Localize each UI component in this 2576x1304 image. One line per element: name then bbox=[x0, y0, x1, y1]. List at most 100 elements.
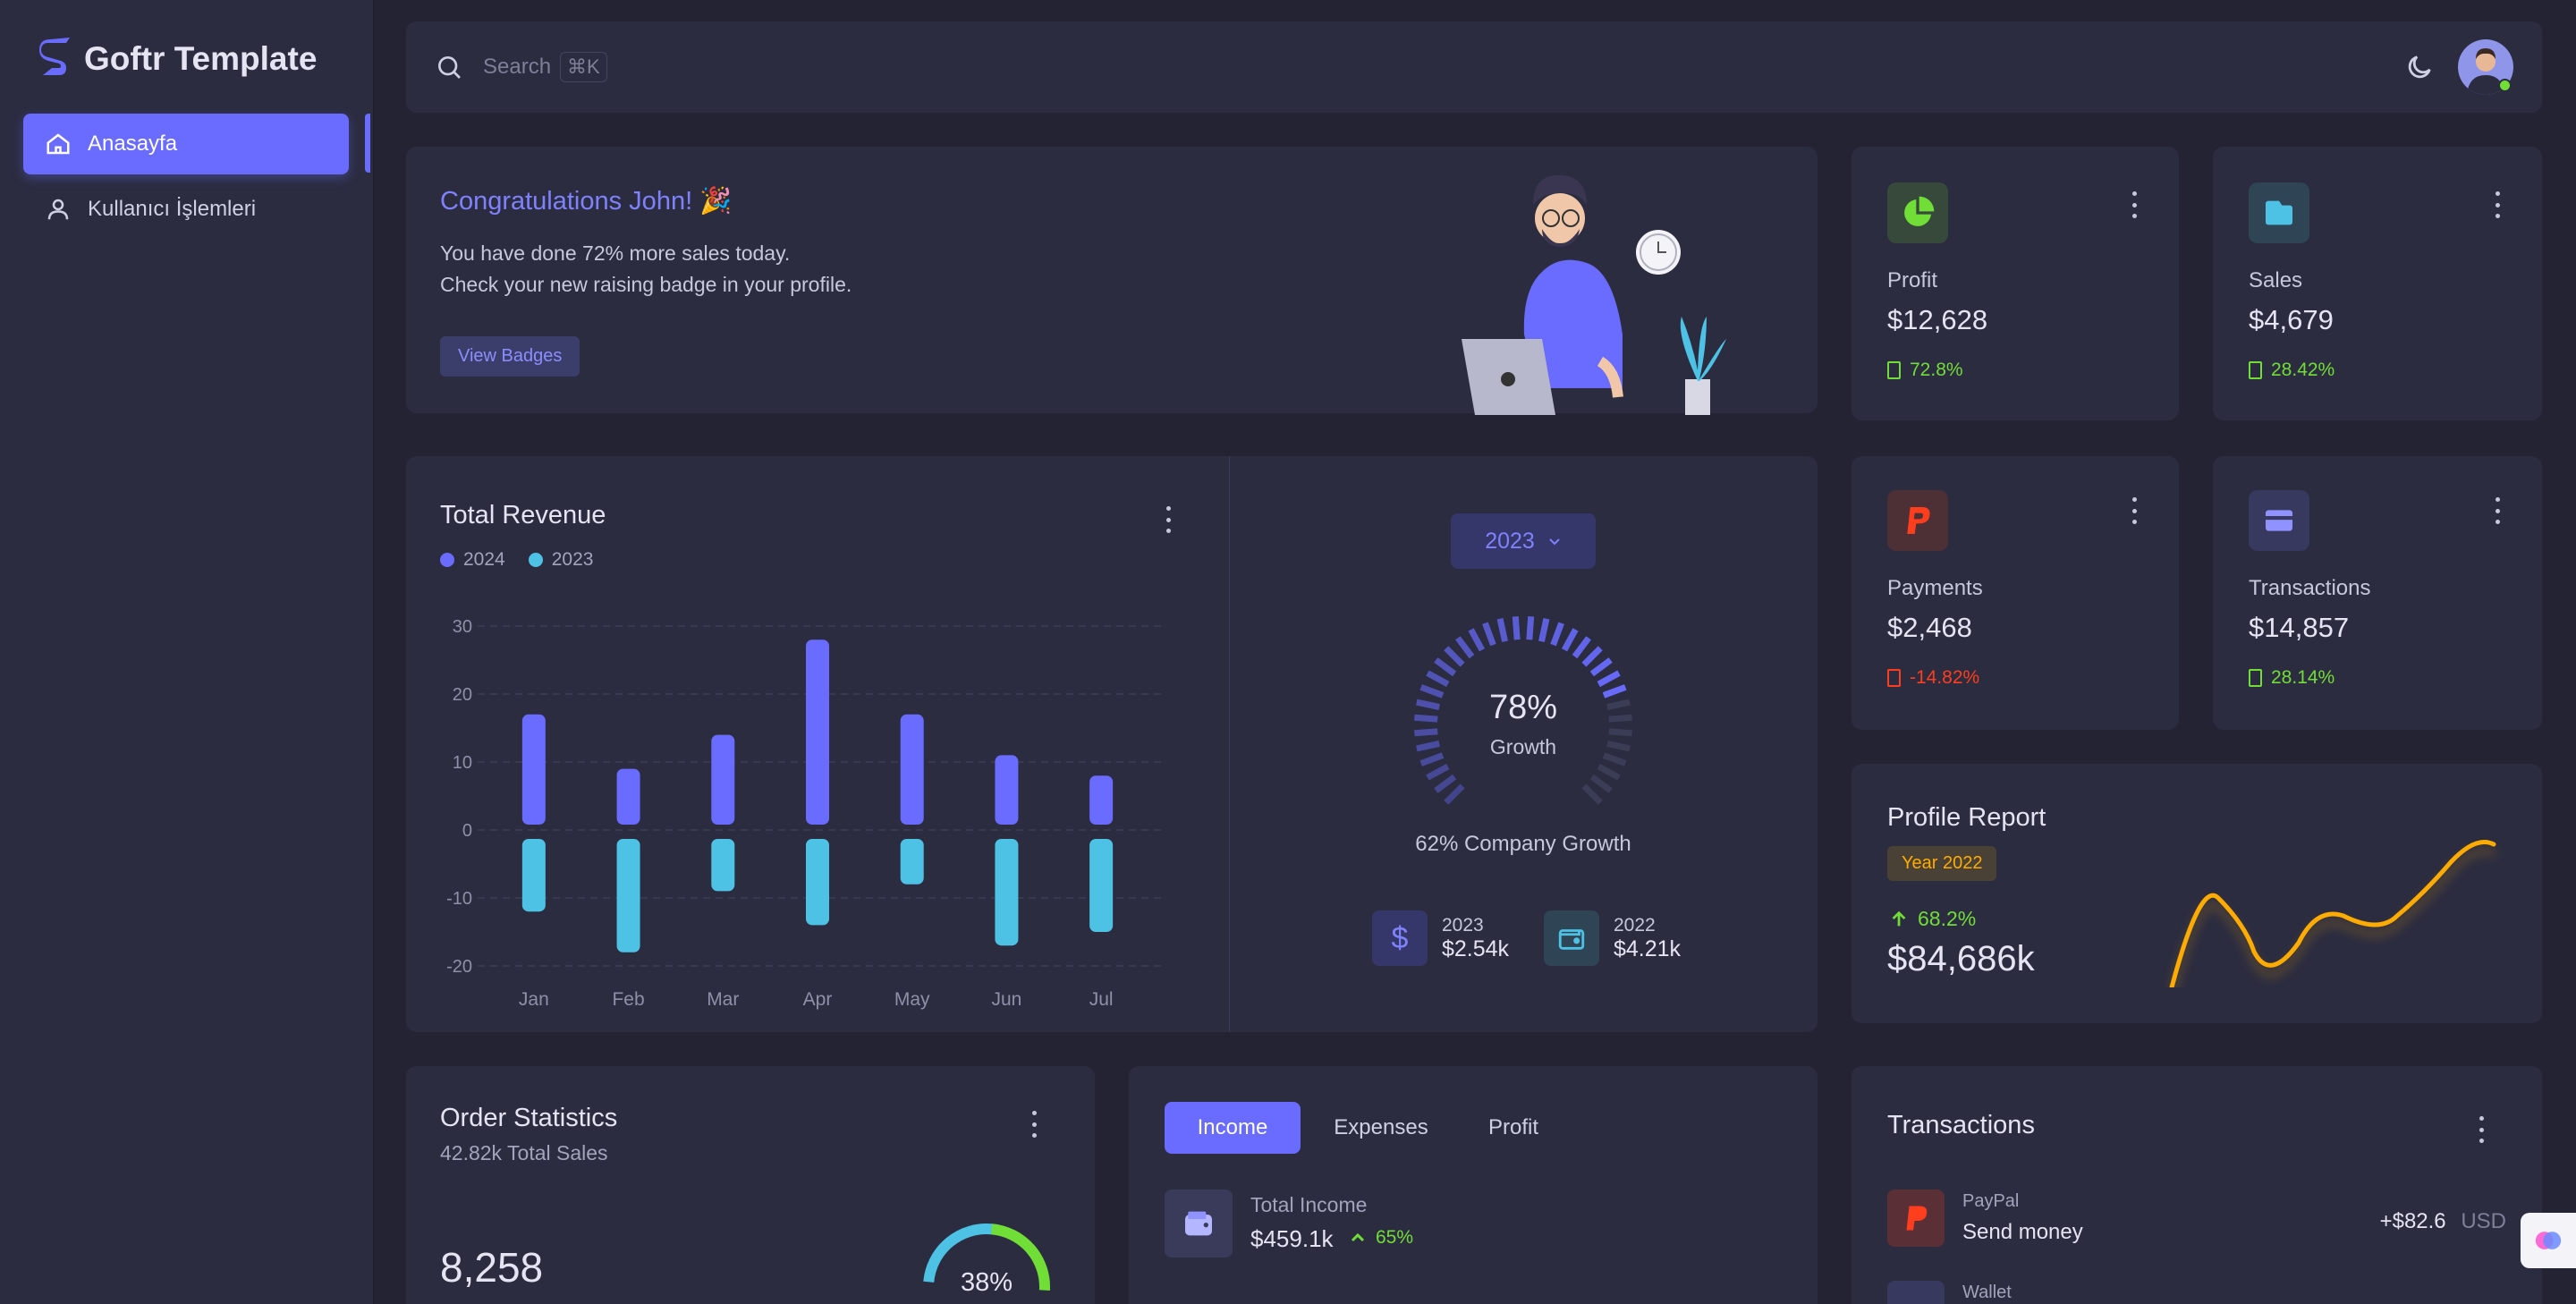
order-stats-subtitle: 42.82k Total Sales bbox=[440, 1141, 608, 1164]
gauge-tick bbox=[1416, 740, 1440, 752]
more-options-icon[interactable] bbox=[1165, 506, 1172, 533]
stat-change: 28.42% bbox=[2249, 360, 2334, 381]
gauge-tick bbox=[1414, 714, 1438, 723]
stat-change: -14.82% bbox=[1887, 667, 1979, 689]
online-status-dot bbox=[2498, 79, 2512, 92]
bar-2024-jan bbox=[521, 714, 546, 825]
gauge-tick bbox=[1581, 646, 1603, 667]
gauge-tick bbox=[1572, 636, 1591, 659]
gauge-tick bbox=[1608, 714, 1632, 723]
view-badges-button[interactable]: View Badges bbox=[440, 336, 580, 377]
x-tick-label: Jun bbox=[991, 989, 1021, 1010]
gauge-tick bbox=[1426, 670, 1450, 688]
legend-item: 2024 bbox=[440, 549, 505, 571]
income-card: Income Expenses Profit Total Income $459… bbox=[1129, 1066, 1818, 1304]
order-donut-chart bbox=[923, 1224, 1050, 1304]
growth-gauge bbox=[1414, 616, 1632, 805]
more-options-icon[interactable] bbox=[2131, 497, 2138, 524]
brand[interactable]: Goftr Template bbox=[39, 38, 317, 80]
gauge-tick bbox=[1581, 783, 1603, 805]
more-options-icon[interactable] bbox=[2131, 191, 2138, 218]
credit-card-icon bbox=[2249, 490, 2309, 551]
welcome-text-2: Check your new raising badge in your pro… bbox=[440, 273, 852, 296]
stat-label: Profit bbox=[1887, 268, 1938, 292]
more-options-icon[interactable] bbox=[1030, 1111, 1038, 1138]
list-item[interactable]: PayPal Send money +$82.6 USD bbox=[1887, 1190, 2506, 1252]
sidebar-item-anasayfa[interactable]: Anasayfa bbox=[23, 114, 349, 174]
stat-label: Transactions bbox=[2249, 576, 2371, 600]
customizer-button[interactable] bbox=[2521, 1213, 2576, 1268]
gauge-tick bbox=[1455, 636, 1475, 659]
sidebar-item-label: Anasayfa bbox=[88, 131, 178, 156]
bar-2023-mar bbox=[711, 839, 735, 892]
stat-value: $4,679 bbox=[2249, 304, 2334, 335]
gauge-tick bbox=[1419, 752, 1445, 766]
tab-expenses[interactable]: Expenses bbox=[1334, 1115, 1428, 1139]
stat-card-payments: Payments $2,468 -14.82% bbox=[1852, 456, 2179, 730]
bar-2024-mar bbox=[711, 734, 735, 825]
topbar: Search ⌘K bbox=[406, 21, 2542, 113]
gauge-tick bbox=[1561, 628, 1579, 652]
stat-card-profit: Profit $12,628 72.8% bbox=[1852, 147, 2179, 420]
stat-value: $12,628 bbox=[1887, 304, 1988, 335]
gauge-tick bbox=[1414, 728, 1438, 737]
brain-icon bbox=[2535, 1232, 2562, 1249]
sidebar-item-kullanici-islemleri[interactable]: Kullanıcı İşlemleri bbox=[23, 179, 349, 240]
bar-2023-jun bbox=[995, 839, 1019, 946]
more-options-icon[interactable] bbox=[2494, 497, 2501, 524]
gauge-tick bbox=[1434, 657, 1457, 677]
trend-icon bbox=[1887, 669, 1901, 687]
summary-item-2022: 2022 $4.21k bbox=[1544, 910, 1681, 966]
gauge-tick bbox=[1538, 618, 1550, 642]
wallet-icon bbox=[1887, 1281, 1945, 1304]
gauge-tick bbox=[1416, 699, 1440, 711]
sidebar-item-label: Kullanıcı İşlemleri bbox=[88, 197, 257, 221]
gauge-tick bbox=[1496, 618, 1509, 642]
avatar[interactable] bbox=[2458, 39, 2513, 95]
gauge-tick bbox=[1597, 670, 1621, 688]
year-select[interactable]: 2023 bbox=[1451, 513, 1596, 569]
gauge-tick bbox=[1589, 657, 1613, 677]
bar-2024-feb bbox=[616, 768, 640, 825]
arrow-up-icon bbox=[1892, 910, 1906, 926]
x-tick-label: Mar bbox=[707, 989, 739, 1010]
gauge-tick bbox=[1597, 763, 1621, 781]
tab-income[interactable]: Income bbox=[1165, 1102, 1301, 1154]
more-options-icon[interactable] bbox=[2494, 191, 2501, 218]
order-statistics-card: Order Statistics 42.82k Total Sales 8,25… bbox=[406, 1066, 1095, 1304]
chevron-down-icon bbox=[1549, 538, 1560, 546]
stat-value: $14,857 bbox=[2249, 612, 2350, 643]
gauge-tick bbox=[1512, 616, 1521, 640]
moon-icon[interactable] bbox=[2404, 52, 2435, 82]
tab-profit[interactable]: Profit bbox=[1487, 1115, 1538, 1139]
order-donut-percent: 38% bbox=[960, 1268, 1013, 1297]
bar-2024-jun bbox=[995, 755, 1019, 825]
wallet-icon bbox=[2249, 182, 2309, 243]
bar-2024-may bbox=[900, 714, 924, 825]
chevron-up-icon bbox=[1351, 1232, 1365, 1242]
stat-label: Sales bbox=[2249, 268, 2303, 292]
revenue-divider bbox=[1229, 456, 1230, 1032]
gauge-tick bbox=[1426, 763, 1450, 781]
stat-card-sales: Sales $4,679 28.42% bbox=[2213, 147, 2542, 420]
list-item[interactable]: Wallet bbox=[1887, 1281, 2506, 1304]
illustration bbox=[1462, 174, 1726, 415]
search-icon[interactable] bbox=[435, 53, 463, 81]
income-value: $459.1k bbox=[1250, 1225, 1334, 1252]
x-tick-label: May bbox=[894, 989, 930, 1010]
growth-label: Growth bbox=[1489, 735, 1557, 758]
more-options-icon[interactable] bbox=[2478, 1116, 2485, 1143]
bar-2024-apr bbox=[806, 639, 829, 825]
gauge-tick bbox=[1602, 752, 1627, 766]
year-badge: Year 2022 bbox=[1887, 846, 1997, 881]
bar-2023-may bbox=[900, 839, 924, 885]
trend-icon bbox=[2249, 669, 2262, 687]
stat-card-transactions: Transactions $14,857 28.14% bbox=[2213, 456, 2542, 730]
home-icon bbox=[47, 133, 70, 155]
y-tick-label: -10 bbox=[446, 889, 472, 909]
revenue-bar-chart: 30 20 10 0 -10 -20 Jan Feb Mar Apr May Jun Jul bbox=[446, 617, 1166, 1010]
welcome-title: Congratulations John! 🎉 bbox=[440, 187, 733, 216]
profile-report-title: Profile Report bbox=[1887, 803, 2046, 832]
search-input[interactable]: Search bbox=[483, 55, 552, 79]
gauge-tick bbox=[1606, 740, 1631, 752]
